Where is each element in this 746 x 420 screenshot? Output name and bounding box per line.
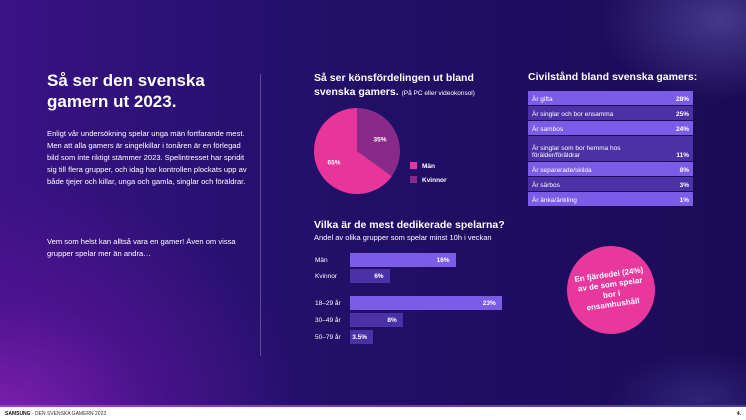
bar: 16% (350, 253, 456, 267)
bar-row: Män 16% (315, 253, 456, 267)
civil-table: Är gifta 28% Är singlar och bor ensamma 25%… (528, 91, 693, 207)
pie-title-text: Så ser könsfördelingen ut bland svenska … (314, 72, 474, 98)
legend-swatch (410, 176, 417, 183)
civil-value: 11% (676, 152, 689, 159)
civil-row: Är sambos 24% (528, 121, 693, 135)
civil-title: Civilstånd bland svenska gamers: (528, 71, 698, 83)
bar-label: 30–49 år (315, 316, 341, 324)
pie-title: Så ser könsfördelingen ut bland svenska … (314, 71, 514, 101)
legend-label: Män (422, 163, 435, 170)
civil-label: Är sambos (532, 126, 564, 133)
gender-pie-chart: 35% 65% Män Kvinnor (314, 108, 447, 194)
civil-row: Är gifta 28% (528, 91, 693, 105)
civil-value: 1% (679, 197, 689, 204)
bar-value: 8% (387, 316, 397, 324)
bar: 6% (350, 269, 390, 283)
civil-value: 3% (679, 182, 689, 189)
page-number: 4. (736, 410, 741, 417)
bottom-line (0, 405, 746, 407)
civil-row: Är singlar och bor ensamma 25% (528, 106, 693, 120)
pie-slice-kvinnor (357, 108, 400, 177)
brand-logo: SAMSUNG (5, 410, 31, 417)
pie-slice-label: 65% (328, 160, 341, 167)
bar-value: 3.5% (352, 333, 368, 341)
legend-label: Kvinnor (422, 177, 447, 184)
bar: 8% (350, 313, 403, 327)
bar-label: 50–79 år (315, 333, 341, 341)
intro-paragraph: Enligt vår undersökning spelar unga män … (47, 129, 247, 186)
bar-value: 23% (482, 299, 496, 307)
bar-label: Män (315, 256, 328, 264)
bar-label: Kvinnor (315, 272, 338, 280)
civil-value: 24% (675, 126, 689, 133)
civil-row: Är änka/änkling 1% (528, 192, 693, 206)
civil-value: 28% (675, 96, 689, 103)
bar-label: 18–29 år (315, 299, 341, 307)
civil-row: Är separerade/skilda 8% (528, 162, 693, 176)
bar-row: Kvinnor 6% (315, 269, 390, 283)
footer: SAMSUNG · DEN SVENSKA GAMERN 2023 4. (0, 407, 746, 420)
legend-swatch (410, 162, 417, 169)
bar-row: 50–79 år 3.5% (315, 330, 374, 344)
closing-paragraph: Vem som helst kan alltså vara en gamer! … (47, 237, 236, 258)
bar-value: 16% (436, 256, 450, 264)
dedicated-subtitle: Andel av olika grupper som spelar minst … (314, 233, 492, 242)
civil-row: Är särbos 3% (528, 177, 693, 191)
civil-value: 8% (679, 167, 689, 174)
page-title: Så ser den svenska gamern ut 2023. (47, 71, 205, 111)
bar-value: 6% (374, 272, 384, 280)
civil-label: Är särbos (532, 182, 560, 189)
bar-row: 30–49 år 8% (315, 313, 403, 327)
bar-row: 18–29 år 23% (315, 296, 502, 310)
bar: 3.5% (350, 330, 374, 344)
pie-note: (På PC eller videokonsol) (401, 90, 475, 97)
civil-row: Är singlar som bor hemma hos förälder/fö… (528, 136, 693, 161)
pie-slice-label: 35% (373, 136, 386, 143)
divider (260, 74, 261, 356)
civil-label: Är separerade/skilda (532, 167, 592, 174)
civil-label: Är änka/änkling (532, 197, 577, 204)
pie-slice-man (314, 108, 392, 194)
civil-label: Är gifta (532, 96, 553, 103)
dedicated-title: Vilka är de mest dedikerade spelarna? (314, 219, 505, 231)
civil-label: Är singlar och bor ensamma (532, 111, 614, 118)
bar: 23% (350, 296, 502, 310)
footer-doc-title: · DEN SVENSKA GAMERN 2023 (31, 410, 107, 417)
civil-value: 25% (675, 111, 689, 118)
civil-label: Är singlar som bor hemma hos förälder/fö… (532, 145, 621, 159)
